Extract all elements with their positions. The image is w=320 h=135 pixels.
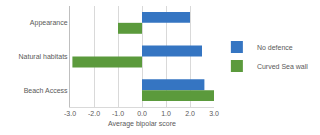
svg-text:Appearance: Appearance bbox=[30, 19, 68, 27]
svg-text:0.0: 0.0 bbox=[137, 110, 147, 117]
svg-text:Curved Sea wall: Curved Sea wall bbox=[257, 63, 308, 70]
svg-text:Beach Access: Beach Access bbox=[24, 87, 68, 94]
svg-text:-1.0: -1.0 bbox=[112, 110, 124, 117]
svg-text:3.0: 3.0 bbox=[209, 110, 219, 117]
svg-text:No defence: No defence bbox=[257, 44, 293, 51]
svg-text:Natural habitats: Natural habitats bbox=[19, 53, 69, 60]
svg-text:2.0: 2.0 bbox=[185, 110, 195, 117]
svg-text:-2.0: -2.0 bbox=[88, 110, 100, 117]
svg-text:Average bipolar score: Average bipolar score bbox=[108, 120, 176, 128]
svg-text:1.0: 1.0 bbox=[161, 110, 171, 117]
svg-text:-3.0: -3.0 bbox=[64, 110, 76, 117]
